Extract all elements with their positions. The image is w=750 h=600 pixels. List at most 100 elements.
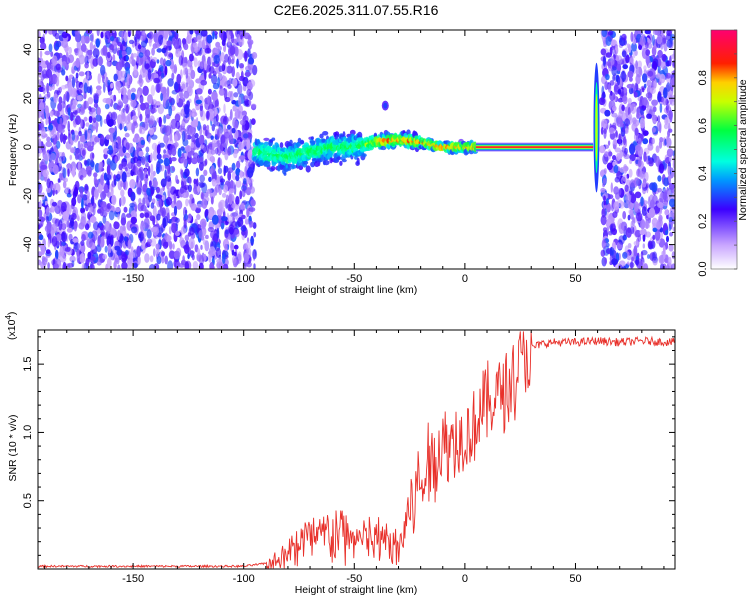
noise-cell — [146, 199, 150, 205]
noise-cell — [210, 196, 214, 205]
noise-cell — [233, 120, 239, 129]
noise-cell — [608, 127, 615, 134]
signal-cell — [263, 137, 270, 141]
noise-cell — [65, 75, 69, 82]
noise-cell — [628, 209, 633, 215]
noise-cell — [243, 32, 251, 40]
noise-cell — [51, 201, 58, 207]
noise-cell — [71, 69, 75, 74]
noise-cell — [621, 104, 625, 112]
noise-cell — [216, 121, 221, 127]
noise-cell — [95, 121, 99, 133]
noise-cell — [51, 183, 57, 191]
noise-cell — [71, 212, 77, 221]
noise-cell — [89, 263, 95, 269]
noise-cell — [72, 99, 78, 106]
spectrogram-x-tick-label: 50 — [569, 273, 581, 285]
noise-cell — [607, 140, 611, 146]
noise-cell — [152, 226, 159, 236]
noise-cell — [205, 234, 209, 240]
noise-cell — [125, 142, 130, 151]
noise-cell — [59, 246, 63, 252]
noise-cell — [67, 107, 71, 117]
noise-cell — [184, 158, 188, 166]
noise-cell — [120, 195, 126, 206]
noise-cell — [663, 201, 669, 207]
noise-cell — [45, 249, 51, 254]
noise-cell — [45, 206, 51, 217]
noise-cell — [166, 235, 172, 242]
noise-cell — [201, 198, 208, 209]
noise-cell — [47, 30, 53, 35]
noise-cell — [188, 177, 192, 184]
noise-cell — [230, 32, 235, 44]
noise-cell — [244, 50, 248, 62]
noise-cell — [600, 187, 606, 193]
noise-cell — [658, 214, 663, 222]
noise-cell — [604, 109, 611, 117]
noise-cell — [663, 248, 666, 260]
noise-cell — [138, 233, 142, 239]
noise-cell — [173, 205, 178, 216]
noise-cell — [93, 172, 98, 178]
noise-cell — [61, 201, 67, 213]
signal-cell — [356, 157, 360, 165]
noise-cell — [202, 160, 207, 167]
noise-cell — [239, 119, 246, 126]
snr-scale-close: ) — [6, 312, 18, 316]
noise-cell — [643, 69, 647, 75]
noise-cell — [672, 62, 675, 68]
noise-cell — [184, 104, 190, 115]
noise-cell — [119, 44, 123, 52]
noise-cell — [177, 147, 182, 158]
noise-cell — [183, 218, 187, 229]
noise-cell — [247, 166, 254, 178]
noise-cell — [84, 223, 90, 231]
noise-cell — [228, 77, 233, 85]
noise-cell — [634, 191, 642, 199]
noise-cell — [159, 205, 163, 213]
noise-cell — [42, 169, 49, 178]
noise-cell — [609, 80, 615, 86]
noise-cell — [184, 261, 190, 269]
noise-cell — [134, 133, 140, 139]
noise-cell — [658, 163, 665, 174]
noise-cell — [202, 124, 207, 131]
noise-cell — [94, 188, 100, 198]
noise-cell — [71, 197, 77, 207]
noise-cell — [109, 44, 114, 51]
noise-cell — [643, 83, 647, 89]
noise-cell — [216, 258, 223, 264]
noise-cell — [236, 160, 241, 169]
noise-cell — [628, 87, 634, 95]
snr-panel: -150 -100 -50 0 50 0.51.01.5 Height of strai… — [4, 312, 676, 596]
noise-cell — [200, 30, 208, 37]
noise-cell — [174, 113, 181, 123]
noise-cell — [58, 96, 63, 104]
noise-cell — [253, 263, 256, 269]
noise-cell — [66, 91, 70, 103]
noise-cell — [139, 222, 146, 231]
noise-cell — [243, 178, 247, 185]
noise-cell — [233, 244, 239, 250]
noise-cell — [48, 43, 53, 53]
noise-cell — [164, 171, 172, 178]
noise-cell — [113, 94, 117, 102]
noise-cell — [649, 87, 656, 94]
noise-cell — [38, 169, 41, 181]
noise-cell — [604, 257, 607, 265]
noise-cell — [74, 30, 81, 35]
noise-cell — [614, 176, 620, 183]
noise-cell — [79, 135, 85, 143]
noise-cell — [228, 180, 236, 191]
noise-cell — [156, 48, 163, 53]
noise-cell — [246, 139, 251, 150]
noise-cell — [136, 175, 139, 185]
noise-cell — [114, 207, 121, 213]
noise-cell — [167, 78, 174, 87]
noise-cell — [126, 213, 132, 218]
noise-cell — [93, 92, 100, 100]
noise-cell — [194, 132, 199, 139]
noise-cell — [56, 90, 61, 96]
noise-cell — [45, 141, 53, 148]
